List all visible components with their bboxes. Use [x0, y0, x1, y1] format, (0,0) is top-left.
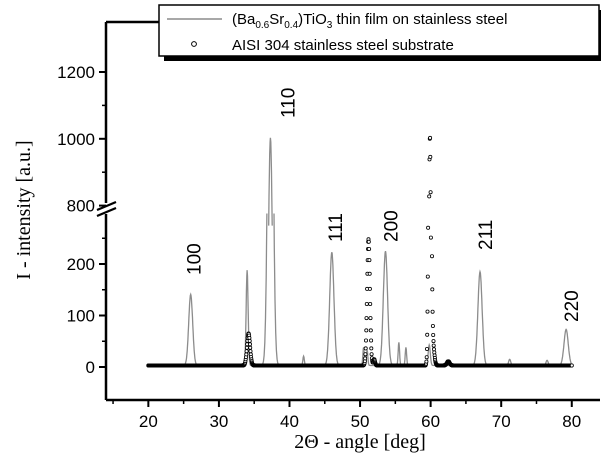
steel-point [244, 352, 249, 357]
steel-point [364, 316, 369, 321]
peak-label-200: 200 [381, 210, 402, 242]
steel-point [431, 343, 436, 348]
y-tick-label-100: 100 [67, 307, 95, 326]
legend-label-substrate: AISI 304 stainless steel substrate [232, 37, 454, 54]
x-tick-label-80: 80 [562, 412, 581, 431]
steel-point [364, 328, 369, 333]
legend: (Ba0.6Sr0.4)TiO3 thin film on stainless … [158, 4, 601, 61]
steel-point [425, 309, 430, 314]
steel-point [424, 359, 429, 364]
axes [96, 20, 600, 402]
steel-point [364, 301, 369, 306]
series-steel [146, 135, 574, 368]
y-tick-label-800: 800 [67, 197, 95, 216]
steel-point [425, 332, 430, 337]
steel-point [244, 349, 249, 354]
steel-point [369, 338, 374, 343]
peak-labels: 100 110 111 200 211 220 [185, 88, 583, 322]
steel-point [369, 352, 374, 357]
steel-point [430, 323, 435, 328]
peak-label-100: 100 [185, 243, 206, 275]
steel-point [248, 345, 253, 350]
film-line [148, 137, 573, 367]
legend-label-film: (Ba0.6Sr0.4)TiO3 thin film on stainless … [232, 11, 507, 31]
steel-point [363, 346, 368, 351]
y-tick-label-1000: 1000 [57, 130, 95, 149]
steel-point [429, 254, 434, 259]
steel-point [431, 339, 436, 344]
steel-point [431, 347, 436, 352]
steel-point [424, 355, 429, 360]
steel-point [431, 332, 436, 337]
steel-point [367, 258, 372, 263]
steel-point [247, 338, 252, 343]
steel-point [428, 135, 433, 140]
x-tick-label-50: 50 [351, 412, 370, 431]
x-tick-label-30: 30 [209, 412, 228, 431]
steel-point [363, 338, 368, 343]
steel-point [427, 194, 432, 199]
axis-break-mark-2 [96, 206, 117, 218]
axis-break-mark-1 [96, 200, 117, 212]
peak-label-220: 220 [562, 290, 583, 322]
steel-point [430, 309, 435, 314]
steel-point [244, 345, 249, 350]
x-tick-label-70: 70 [492, 412, 511, 431]
steel-point [430, 287, 435, 292]
steel-point [363, 352, 368, 357]
steel-point [569, 363, 574, 368]
legend-circle-swatch [191, 41, 197, 47]
steel-point [424, 346, 429, 351]
peak-label-111: 111 [326, 213, 347, 242]
steel-point [426, 225, 431, 230]
x-tick-label-60: 60 [421, 412, 440, 431]
steel-point [368, 316, 373, 321]
x-tick-label-40: 40 [280, 412, 299, 431]
steel-point [368, 301, 373, 306]
steel-point [425, 274, 430, 279]
y-tick-label-0: 0 [86, 358, 95, 377]
peak-label-211: 211 [476, 220, 497, 250]
steel-point [247, 342, 252, 347]
steel-point [428, 235, 433, 240]
steel-point [369, 346, 374, 351]
x-tick-label-20: 20 [139, 412, 158, 431]
y-tick-label-200: 200 [67, 255, 95, 274]
steel-point [367, 271, 372, 276]
steel-point [367, 246, 372, 251]
legend-box [158, 4, 600, 57]
peak-label-110: 110 [278, 88, 299, 118]
y-tick-label-1200: 1200 [57, 63, 95, 82]
steel-point [367, 286, 372, 291]
steel-point [428, 154, 433, 159]
x-axis-title: 2Θ - angle [deg] [294, 431, 426, 453]
steel-point [363, 356, 368, 361]
steel-point [366, 239, 371, 244]
steel-point [368, 328, 373, 333]
series-film [148, 137, 573, 367]
y-axis-title: I - intensity [a.u.] [13, 140, 35, 279]
steel-point [248, 349, 253, 354]
steel-point [428, 190, 433, 195]
